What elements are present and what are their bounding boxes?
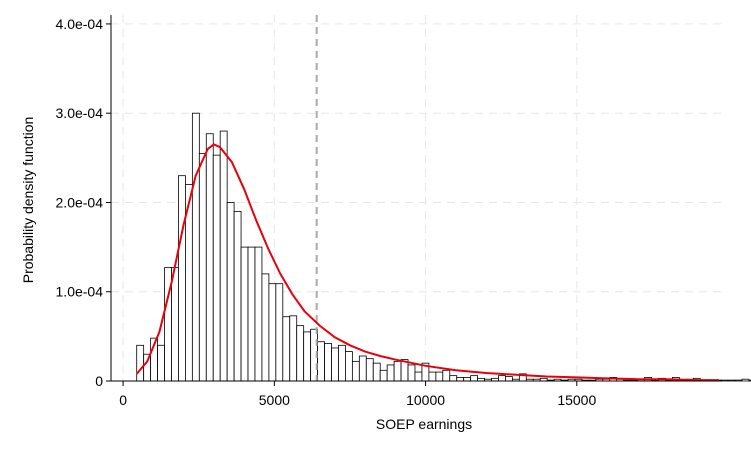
- y-tick-label: 4.0e-04: [56, 16, 104, 32]
- histogram-bar: [254, 246, 263, 382]
- histogram-bar: [386, 364, 395, 382]
- x-tick-label: 5000: [259, 392, 290, 408]
- y-tick-label: 1.0e-04: [56, 284, 104, 300]
- histogram-bar: [498, 375, 506, 382]
- histogram-bar: [198, 152, 207, 382]
- histogram-bar: [303, 331, 312, 382]
- histogram-bar: [331, 347, 339, 382]
- histogram-bar: [338, 344, 346, 382]
- histogram-bar: [379, 369, 388, 382]
- x-tick-label: 15000: [557, 392, 596, 408]
- histogram-bar: [268, 283, 277, 382]
- histogram-bar: [414, 371, 423, 382]
- histogram-bar: [212, 154, 221, 382]
- histogram-bar: [191, 112, 200, 382]
- histogram-bar: [435, 371, 444, 382]
- x-axis-title: SOEP earnings: [376, 416, 472, 432]
- histogram-bar: [393, 360, 402, 382]
- histogram-bar: [178, 175, 186, 382]
- y-tick-label: 0: [95, 373, 103, 389]
- histogram-bar: [171, 267, 179, 382]
- histogram-bar: [289, 315, 298, 382]
- histogram-bar: [219, 130, 228, 382]
- histogram-bar: [261, 273, 270, 382]
- histogram-bar: [233, 210, 242, 382]
- histogram-bar: [226, 202, 235, 382]
- histogram-bar: [463, 377, 472, 382]
- histogram-bar: [275, 283, 284, 382]
- histogram-bar: [345, 351, 353, 382]
- histogram-bar: [456, 377, 465, 382]
- y-tick-label: 3.0e-04: [56, 105, 104, 121]
- histogram-bar: [365, 358, 374, 382]
- axis-ticks: 0 1.0e-04 2.0e-04 3.0e-04 4.0e-04 0 5000 10000 1…: [56, 16, 597, 408]
- fitted-density-curve: [135, 143, 719, 382]
- histogram-bar: [157, 344, 165, 382]
- histogram-bar: [324, 343, 332, 382]
- histogram-bar: [136, 344, 145, 382]
- histogram-bar: [505, 376, 513, 382]
- histogram-bar: [741, 378, 750, 382]
- y-tick-label: 2.0e-04: [56, 194, 104, 210]
- histogram-bar: [442, 369, 451, 382]
- histogram-bar: [240, 246, 249, 382]
- histogram-bar: [407, 364, 416, 382]
- histogram-bar: [296, 325, 305, 382]
- histogram-bar: [720, 379, 729, 382]
- histogram-bar: [317, 341, 325, 382]
- histogram-bar: [372, 362, 381, 382]
- histogram-bar: [358, 355, 367, 382]
- histogram-bar: [282, 316, 291, 382]
- histogram-bars: [136, 112, 751, 382]
- histogram-bar: [470, 375, 478, 382]
- histogram-bar: [734, 379, 743, 382]
- x-tick-label: 10000: [406, 392, 445, 408]
- x-tick-label: 0: [119, 392, 127, 408]
- histogram-bar: [247, 246, 256, 382]
- histogram-bar: [428, 371, 437, 382]
- histogram-bar: [351, 360, 360, 382]
- histogram-bar: [205, 133, 214, 382]
- histogram-bar: [727, 379, 736, 382]
- histogram-bar: [748, 379, 751, 382]
- axes: [110, 15, 722, 382]
- y-axis-title: Probability density function: [20, 117, 36, 284]
- histogram-bar: [449, 375, 458, 382]
